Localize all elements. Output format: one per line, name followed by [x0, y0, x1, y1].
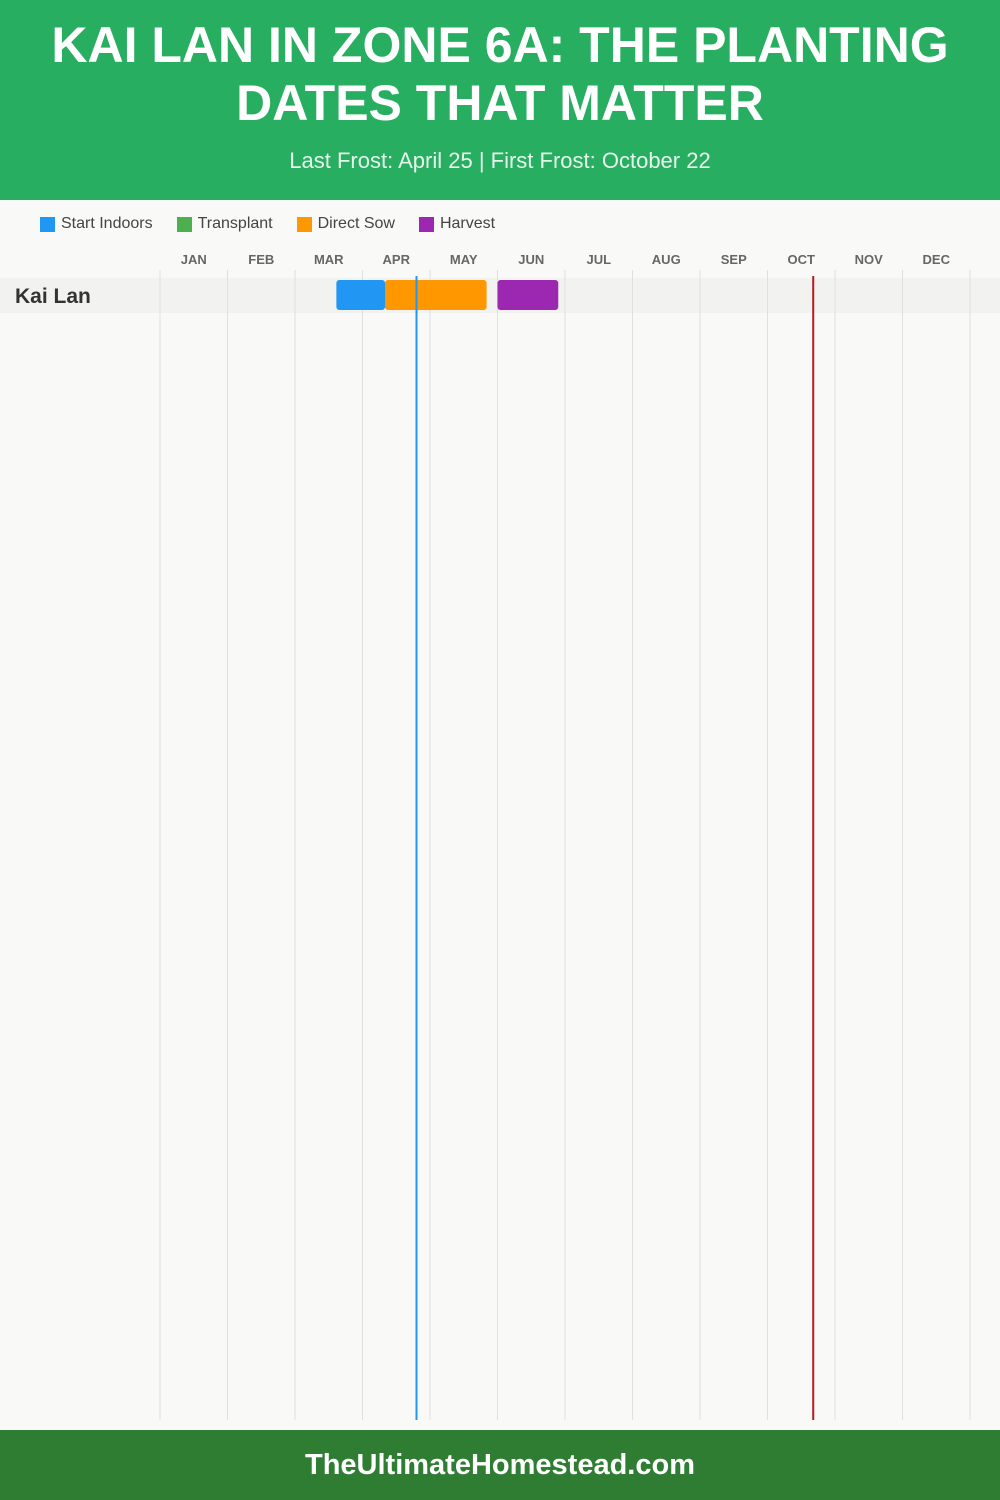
crop-label: Kai Lan [15, 285, 91, 308]
month-label: NOV [855, 252, 884, 267]
legend-swatch [40, 216, 55, 232]
legend-item-start-indoors: Start Indoors [40, 215, 153, 233]
legend-swatch [176, 216, 192, 232]
month-label: JUL [586, 252, 611, 267]
task-bar-harvest [497, 280, 559, 310]
month-label: SEP [721, 252, 747, 267]
task-bar-direct-sow [385, 280, 487, 310]
legend-item-harvest: Harvest [418, 215, 495, 233]
frost-dates-subtitle: Last Frost: April 25 | First Frost: Octo… [289, 148, 711, 173]
month-label: APR [383, 252, 411, 267]
header: KAI LAN IN ZONE 6A: THE PLANTING DATES T… [0, 0, 1000, 200]
page-title: KAI LAN IN ZONE 6A: THE PLANTING DATES T… [51, 17, 949, 131]
month-label: JUN [518, 252, 544, 267]
month-label: DEC [923, 252, 951, 267]
legend-swatch [418, 216, 434, 232]
planting-calendar-chart: JAN FEB MAR APR MAY JUN JUL AUG SEP OCT NOV DEC Kai … [0, 252, 1000, 1420]
month-label: OCT [788, 252, 816, 267]
legend-item-transplant: Transplant [176, 215, 273, 233]
month-label: MAY [450, 252, 478, 267]
footer-site-name: TheUltimateHomestead.com [0, 1430, 1000, 1500]
month-label: JAN [181, 252, 207, 267]
month-label: AUG [652, 252, 681, 267]
legend-item-direct-sow: Direct Sow [296, 215, 395, 233]
month-label: FEB [248, 252, 274, 267]
task-bar-start-indoors [336, 280, 385, 310]
legend: Start Indoors Transplant Direct Sow Harv… [40, 215, 495, 233]
month-label: MAR [314, 252, 344, 267]
legend-swatch [296, 216, 312, 232]
